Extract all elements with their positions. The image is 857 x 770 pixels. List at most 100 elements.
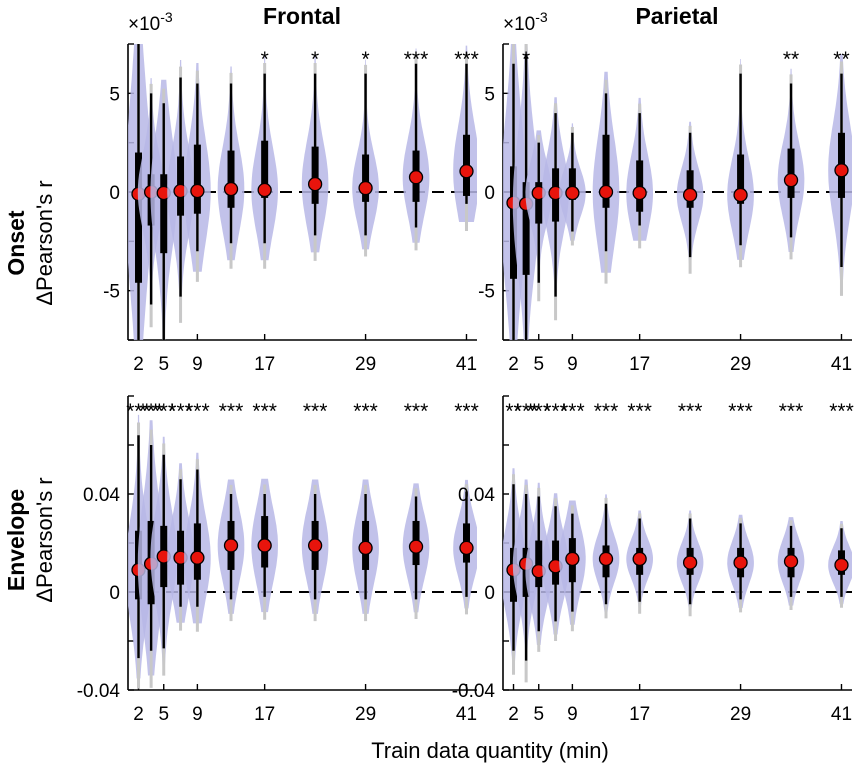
envelope-parietal-sig-label: ***	[728, 400, 753, 423]
envelope-frontal-sig-label: ***	[454, 400, 479, 423]
onset-frontal-sig-label: *	[261, 48, 269, 71]
onset-parietal-iqr-box	[737, 154, 745, 204]
multiplier-parietal-exp: -3	[535, 9, 548, 25]
envelope-frontal-x-tick-label: 17	[254, 704, 275, 725]
onset-frontal-sig-label: ***	[404, 48, 429, 71]
onset-frontal-sig-label: ***	[454, 48, 479, 71]
onset-frontal-sig-label: *	[361, 48, 369, 71]
envelope-parietal-y-tick-label: 0	[484, 583, 495, 604]
onset-parietal-median-point	[733, 187, 748, 203]
envelope-frontal-y-tick-label: 0.04	[83, 485, 120, 506]
onset-frontal-median-point	[358, 180, 373, 196]
ylabel-envelope-group: ΔPearson's r	[32, 477, 57, 602]
envelope-frontal-sig-label: ***	[168, 400, 193, 423]
onset-frontal-median-point	[223, 181, 239, 197]
onset-frontal-x-tick-label: 29	[355, 354, 376, 375]
envelope-parietal-sig-label: ***	[514, 400, 539, 423]
envelope-parietal-x-tick-label: 41	[831, 704, 852, 725]
onset-parietal-plot-area	[503, 44, 852, 340]
envelope-frontal-y-tick-label: 0	[109, 583, 120, 604]
onset-parietal-iqr-box	[535, 182, 543, 224]
envelope-parietal-x-tick-label: 5	[533, 704, 544, 725]
onset-parietal-iqr-box	[568, 168, 576, 200]
onset-frontal-median-point	[408, 170, 424, 185]
onset-frontal-iqr-box	[311, 146, 319, 204]
onset-frontal-median-point	[190, 183, 205, 199]
ylabel-onset-group: ΔPearson's r	[32, 180, 57, 305]
envelope-frontal-sig-label: ***	[139, 400, 164, 423]
envelope-parietal-sig-label: ***	[543, 400, 568, 423]
envelope-parietal-median-point	[783, 554, 799, 569]
row-title-envelope: Envelope	[3, 489, 29, 591]
envelope-frontal-median-point	[190, 550, 205, 565]
envelope-frontal-median-point	[358, 540, 373, 556]
envelope-parietal-sig-label: ***	[526, 400, 551, 423]
onset-parietal-median-point	[565, 185, 580, 201]
envelope-frontal-median-point	[223, 538, 239, 553]
envelope-frontal-x-tick-label: 9	[192, 704, 203, 725]
onset-parietal-y-tick-label: 5	[484, 84, 495, 105]
onset-parietal-median-point	[783, 173, 799, 188]
onset-frontal-x-tick-label: 2	[133, 354, 144, 375]
onset-frontal-median-point	[307, 176, 323, 192]
onset-frontal-x-tick-label: 9	[192, 354, 203, 375]
envelope-parietal-sig-label: ***	[678, 400, 703, 423]
envelope-frontal-median-point	[408, 539, 424, 554]
multiplier-parietal: ×10-3	[503, 9, 548, 35]
onset-frontal-iqr-box	[227, 150, 235, 208]
multiplier-frontal: ×10-3	[128, 9, 173, 35]
onset-parietal-x-tick-label: 9	[567, 354, 578, 375]
envelope-parietal-sig-label: ***	[829, 400, 854, 423]
envelope-frontal-x-tick-label: 5	[158, 704, 169, 725]
onset-frontal-iqr-box	[193, 144, 201, 214]
envelope-parietal-iqr-box	[535, 540, 543, 588]
envelope-frontal-sig-label: ***	[126, 400, 151, 423]
multiplier-parietal-base: ×10	[503, 14, 535, 35]
envelope-parietal-median-point	[565, 551, 580, 567]
col-title-parietal: Parietal	[635, 3, 718, 29]
onset-parietal-median-point	[598, 184, 614, 200]
onset-frontal-sig-label: *	[311, 48, 319, 71]
envelope-frontal-sig-label: ***	[185, 400, 210, 423]
envelope-frontal-plot-area	[128, 414, 477, 689]
onset-parietal-sig-label: *	[522, 48, 530, 71]
onset-frontal-x-tick-label: 17	[254, 354, 275, 375]
envelope-parietal-median-point	[598, 551, 614, 567]
envelope-parietal-sig-label: ***	[627, 400, 652, 423]
onset-frontal-y-tick-label: -5	[103, 282, 120, 303]
multiplier-frontal-exp: -3	[160, 9, 173, 25]
onset-parietal-median-point	[682, 187, 698, 203]
x-axis-label: Train data quantity (min)	[371, 738, 609, 763]
envelope-parietal-x-tick-label: 2	[508, 704, 519, 725]
envelope-parietal-median-point	[834, 557, 849, 573]
onset-parietal-sig-label: **	[783, 48, 799, 71]
col-title-frontal: Frontal	[263, 3, 341, 29]
onset-parietal-sig-label: **	[833, 48, 849, 71]
envelope-parietal-x-tick-label: 17	[629, 704, 650, 725]
envelope-parietal-x-tick-label: 29	[730, 704, 751, 725]
onset-frontal-iqr-box	[362, 154, 370, 202]
envelope-parietal-sig-label: ***	[779, 400, 804, 423]
row-title-onset: Onset	[3, 210, 29, 276]
onset-frontal-y-tick-label: 0	[109, 183, 120, 204]
envelope-frontal-median-point	[459, 540, 474, 556]
onset-frontal-plot-area	[128, 44, 477, 340]
onset-parietal-iqr-box	[602, 134, 610, 208]
onset-parietal-x-tick-label: 2	[508, 354, 519, 375]
envelope-frontal-x-tick-label: 41	[456, 704, 477, 725]
envelope-parietal-y-tick-label: 0.04	[458, 485, 495, 506]
ylabel-envelope: ΔPearson's r	[32, 477, 57, 602]
envelope-parietal-y-tick-label: -0.04	[452, 681, 496, 702]
row-title-onset-group: Onset	[3, 210, 29, 276]
onset-frontal-median-point	[459, 164, 474, 179]
envelope-frontal-sig-label: ***	[151, 400, 176, 423]
envelope-parietal-median-point	[682, 555, 698, 570]
envelope-frontal-x-tick-label: 29	[355, 704, 376, 725]
onset-parietal-x-tick-label: 41	[831, 354, 852, 375]
onset-frontal-iqr-box	[261, 140, 269, 198]
row-title-envelope-group: Envelope	[3, 489, 29, 591]
envelope-parietal-sig-label: ***	[560, 400, 585, 423]
